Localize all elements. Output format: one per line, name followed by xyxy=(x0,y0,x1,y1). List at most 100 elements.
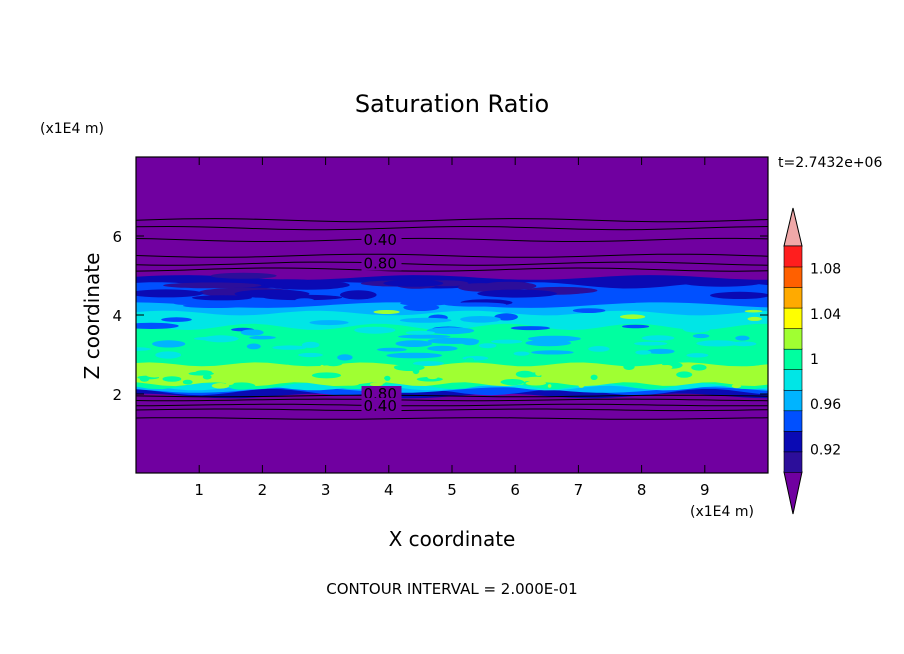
fill-patch xyxy=(162,376,182,382)
fill-patch xyxy=(294,298,315,303)
x-tick-label: 2 xyxy=(258,481,268,499)
colorbar-segment xyxy=(783,327,803,350)
fill-patch xyxy=(146,372,163,378)
contour-label: 0.40 xyxy=(364,231,397,249)
fill-patch xyxy=(465,357,475,363)
fill-patch xyxy=(525,380,546,386)
fill-patch xyxy=(412,367,420,375)
fill-patch xyxy=(491,339,523,344)
fill-patch xyxy=(272,345,307,350)
contour-line xyxy=(136,225,768,231)
fill-patch xyxy=(513,351,530,356)
colorbar: 0.92 0.96 1 1.04 1.08 xyxy=(783,207,841,515)
contour-line xyxy=(136,237,768,242)
colorbar-segment xyxy=(783,410,803,432)
fill-patch xyxy=(588,346,610,352)
fill-patch xyxy=(731,361,762,367)
contour-line xyxy=(136,417,768,420)
fill-patch xyxy=(309,320,349,326)
fill-patch xyxy=(477,289,557,298)
fill-patch xyxy=(403,304,440,311)
x-tick-label: 5 xyxy=(447,481,457,499)
chart-title: Saturation Ratio xyxy=(355,90,549,118)
fill-patch xyxy=(676,371,693,378)
fill-patch xyxy=(203,335,239,343)
fill-patch xyxy=(696,340,739,347)
fill-patch xyxy=(398,334,451,339)
fill-patch xyxy=(210,272,277,279)
fill-patch xyxy=(661,365,673,370)
fill-patch xyxy=(178,380,184,386)
fill-patch xyxy=(202,374,212,380)
fill-patch xyxy=(386,352,443,359)
y-axis-label: Z coordinate xyxy=(80,253,104,380)
colorbar-tick-label: 1.04 xyxy=(810,307,841,323)
fill-patch xyxy=(635,350,652,355)
contour-label-bg xyxy=(361,397,402,413)
x-tick-label: 4 xyxy=(384,481,394,499)
colorbar-over-triangle xyxy=(783,207,803,247)
fill-patch xyxy=(337,354,353,361)
colorbar-under-triangle xyxy=(783,471,803,515)
fill-patch xyxy=(622,324,650,329)
fill-patch xyxy=(405,330,435,335)
fill-patch xyxy=(427,337,480,344)
contour-labels: 0.400.800.800.40 xyxy=(361,231,402,415)
fill-patch xyxy=(383,279,444,287)
colorbar-segment xyxy=(783,266,803,288)
fill-patch xyxy=(515,370,534,378)
fill-patch xyxy=(395,340,433,347)
fill-patch xyxy=(747,316,762,321)
colorbar-segment xyxy=(783,451,803,473)
fill-patch xyxy=(691,364,707,371)
fill-patch xyxy=(311,372,342,379)
fill-patch xyxy=(620,314,646,320)
fill-patch xyxy=(324,360,343,367)
y-axis: 2 4 6 xyxy=(112,228,768,404)
y-tick-label: 6 xyxy=(112,228,122,246)
contour-fill-patches xyxy=(136,272,768,390)
contour-label-bg xyxy=(361,255,402,271)
fill-patch xyxy=(500,379,525,386)
colorbar-segment xyxy=(783,368,803,391)
colorbar-segment xyxy=(783,286,803,309)
contour-line xyxy=(136,253,768,258)
fill-patch xyxy=(581,366,592,372)
fill-patch xyxy=(655,368,673,374)
colorbar-tick-label: 1 xyxy=(810,352,819,368)
fill-patch xyxy=(377,347,407,352)
fill-patch xyxy=(692,333,710,339)
colorbar-tick-label: 1.08 xyxy=(810,262,841,278)
fill-patch xyxy=(634,341,668,346)
y-tick-label: 4 xyxy=(112,307,122,325)
fill-patch xyxy=(578,383,585,388)
fill-patch xyxy=(342,382,359,386)
fill-patch xyxy=(227,382,256,390)
fill-patch xyxy=(271,373,287,377)
contour-line xyxy=(136,403,768,407)
contour-line xyxy=(136,398,768,402)
fill-patch xyxy=(246,343,261,350)
fill-patch xyxy=(293,374,299,379)
fill-patch xyxy=(641,335,675,341)
fill-patch xyxy=(359,379,368,383)
contour-line xyxy=(136,218,768,223)
x-tick-label: 7 xyxy=(574,481,584,499)
fill-patch xyxy=(646,348,675,354)
fill-patch xyxy=(182,379,193,385)
fill-patch xyxy=(525,339,572,347)
fill-patch xyxy=(136,289,204,298)
fill-patch xyxy=(448,368,463,374)
fill-patch xyxy=(183,303,248,309)
contour-lines xyxy=(136,218,768,420)
x-unit-label: (x1E4 m) xyxy=(690,504,754,520)
contour-line xyxy=(136,267,768,272)
fill-patch xyxy=(340,290,377,300)
fill-patch xyxy=(298,352,323,358)
y-tick-label: 2 xyxy=(112,386,122,404)
fill-patch xyxy=(136,347,152,351)
fill-patch xyxy=(152,340,186,348)
fill-patch xyxy=(444,302,507,307)
fill-patch xyxy=(236,368,251,373)
fill-patch xyxy=(526,376,547,380)
